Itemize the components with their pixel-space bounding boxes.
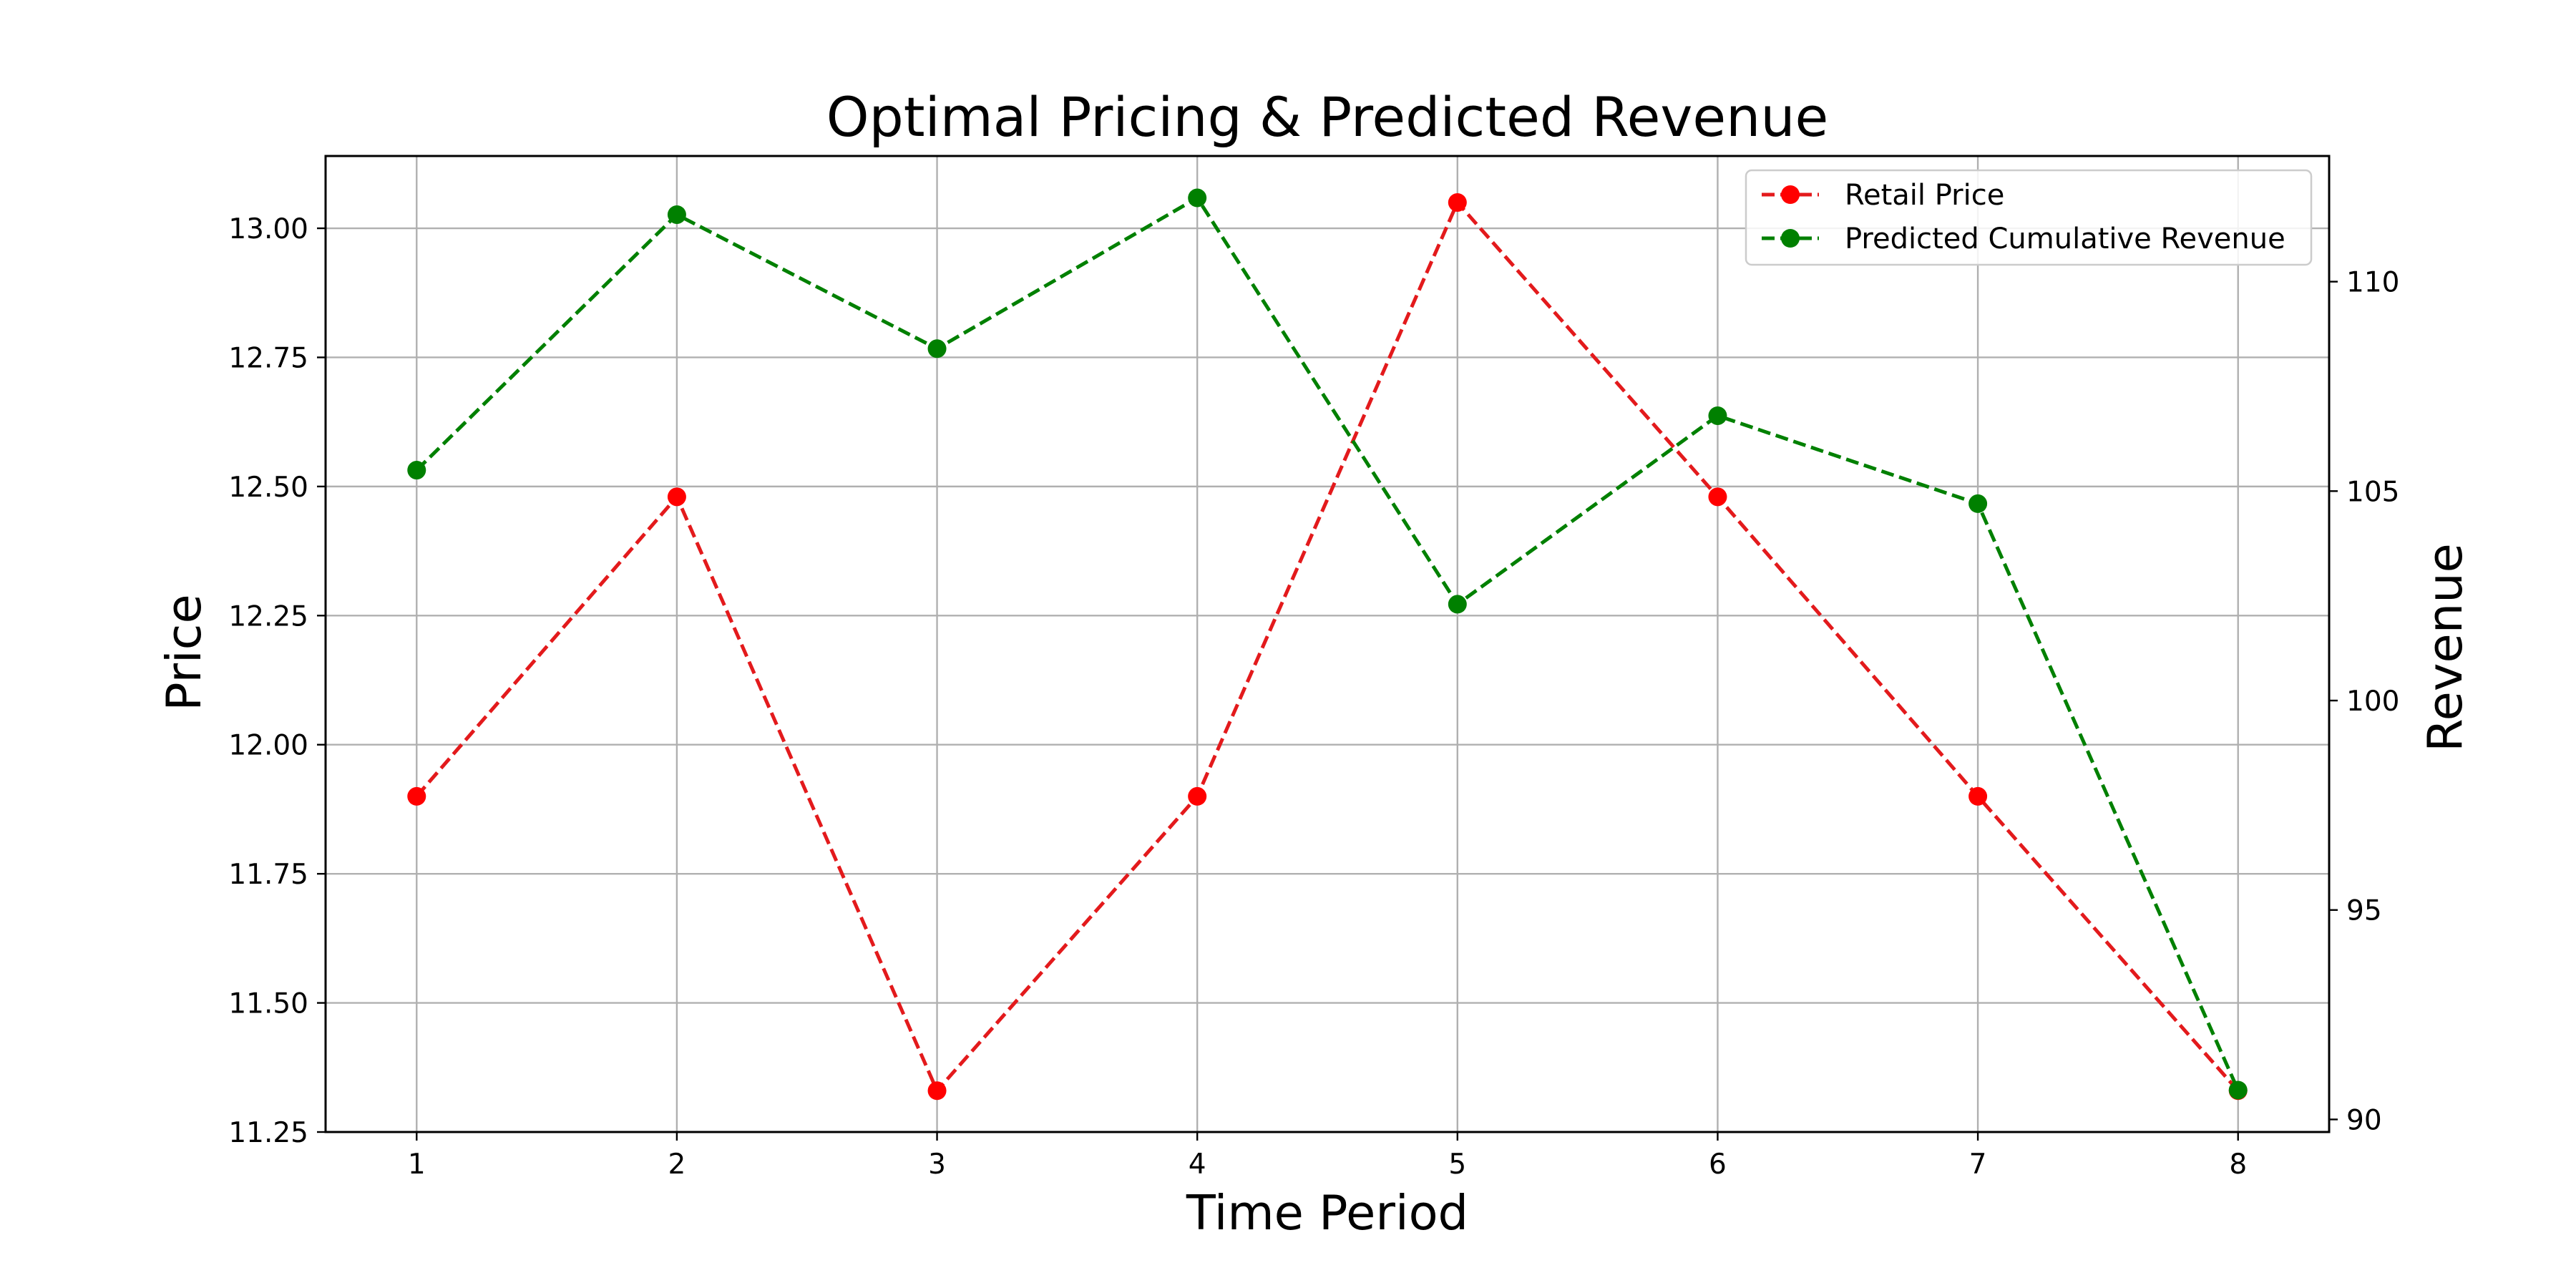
x-tick-label: 8 bbox=[2229, 1148, 2247, 1181]
y-right-tick-label: 105 bbox=[2346, 476, 2399, 508]
legend-label: Predicted Cumulative Revenue bbox=[1845, 223, 2285, 255]
x-axis-title: Time Period bbox=[1186, 1185, 1468, 1241]
legend-marker-swatch bbox=[1781, 229, 1800, 248]
legend-label: Retail Price bbox=[1845, 179, 2004, 212]
series-layer bbox=[407, 188, 2248, 1101]
data-point bbox=[1448, 192, 1467, 212]
y-right-axis-title: Revenue bbox=[2417, 543, 2473, 752]
data-point bbox=[1448, 595, 1467, 614]
data-point bbox=[407, 786, 426, 806]
y-right-axis-ticks: 90 95 100 105 110 bbox=[2329, 267, 2399, 1136]
series-predicted-cumulative-revenue bbox=[407, 188, 2248, 1100]
y-left-tick-label: 12.50 bbox=[228, 472, 308, 504]
y-left-tick-label: 13.00 bbox=[228, 213, 308, 245]
x-tick-label: 7 bbox=[1969, 1148, 1987, 1181]
chart-title: Optimal Pricing & Predicted Revenue bbox=[826, 85, 1829, 149]
series-line bbox=[415, 199, 2240, 1094]
x-tick-label: 2 bbox=[668, 1148, 686, 1181]
x-tick-label: 6 bbox=[1709, 1148, 1727, 1181]
data-point bbox=[1708, 406, 1727, 425]
legend-entries: Retail Price Predicted Cumulative Revenue bbox=[1762, 179, 2285, 255]
data-point bbox=[1968, 494, 1988, 513]
data-point bbox=[927, 339, 947, 358]
y-right-tick-label: 110 bbox=[2346, 267, 2399, 299]
data-point bbox=[1188, 786, 1207, 806]
data-point bbox=[1968, 786, 1988, 806]
data-point bbox=[1708, 487, 1727, 507]
x-tick-label: 3 bbox=[928, 1148, 946, 1181]
y-left-tick-label: 12.25 bbox=[228, 600, 308, 633]
y-left-tick-label: 12.75 bbox=[228, 342, 308, 374]
x-tick-label: 5 bbox=[1448, 1148, 1466, 1181]
series-line bbox=[415, 195, 2240, 1091]
y-left-axis-title: Price bbox=[156, 594, 212, 711]
data-point bbox=[407, 461, 426, 480]
legend-marker-swatch bbox=[1781, 185, 1800, 204]
data-point bbox=[667, 205, 686, 224]
data-point bbox=[2228, 1080, 2248, 1100]
y-left-tick-label: 11.25 bbox=[228, 1117, 308, 1149]
y-left-tick-label: 12.00 bbox=[228, 730, 308, 762]
legend-entry: Retail Price bbox=[1762, 179, 2004, 212]
y-right-tick-label: 100 bbox=[2346, 686, 2399, 718]
data-point bbox=[667, 487, 686, 507]
legend: Retail Price Predicted Cumulative Revenue bbox=[1745, 169, 2313, 266]
data-point bbox=[1188, 188, 1207, 208]
plot-frame bbox=[324, 155, 2331, 1133]
y-left-tick-label: 11.75 bbox=[228, 859, 308, 891]
legend-entry: Predicted Cumulative Revenue bbox=[1762, 223, 2285, 255]
x-tick-label: 4 bbox=[1189, 1148, 1206, 1181]
y-right-tick-label: 95 bbox=[2346, 895, 2382, 927]
y-right-tick-label: 90 bbox=[2346, 1104, 2382, 1136]
series-retail-price bbox=[407, 192, 2248, 1101]
y-left-tick-label: 11.50 bbox=[228, 988, 308, 1020]
x-axis-ticks: 1 2 3 4 5 6 7 8 bbox=[408, 1132, 2247, 1181]
legend-box bbox=[1745, 169, 2313, 266]
y-left-axis-ticks: 11.25 11.50 11.75 12.00 12.25 12.50 12.75 13.00 bbox=[228, 213, 326, 1149]
x-tick-label: 1 bbox=[408, 1148, 426, 1181]
data-point bbox=[927, 1081, 947, 1101]
